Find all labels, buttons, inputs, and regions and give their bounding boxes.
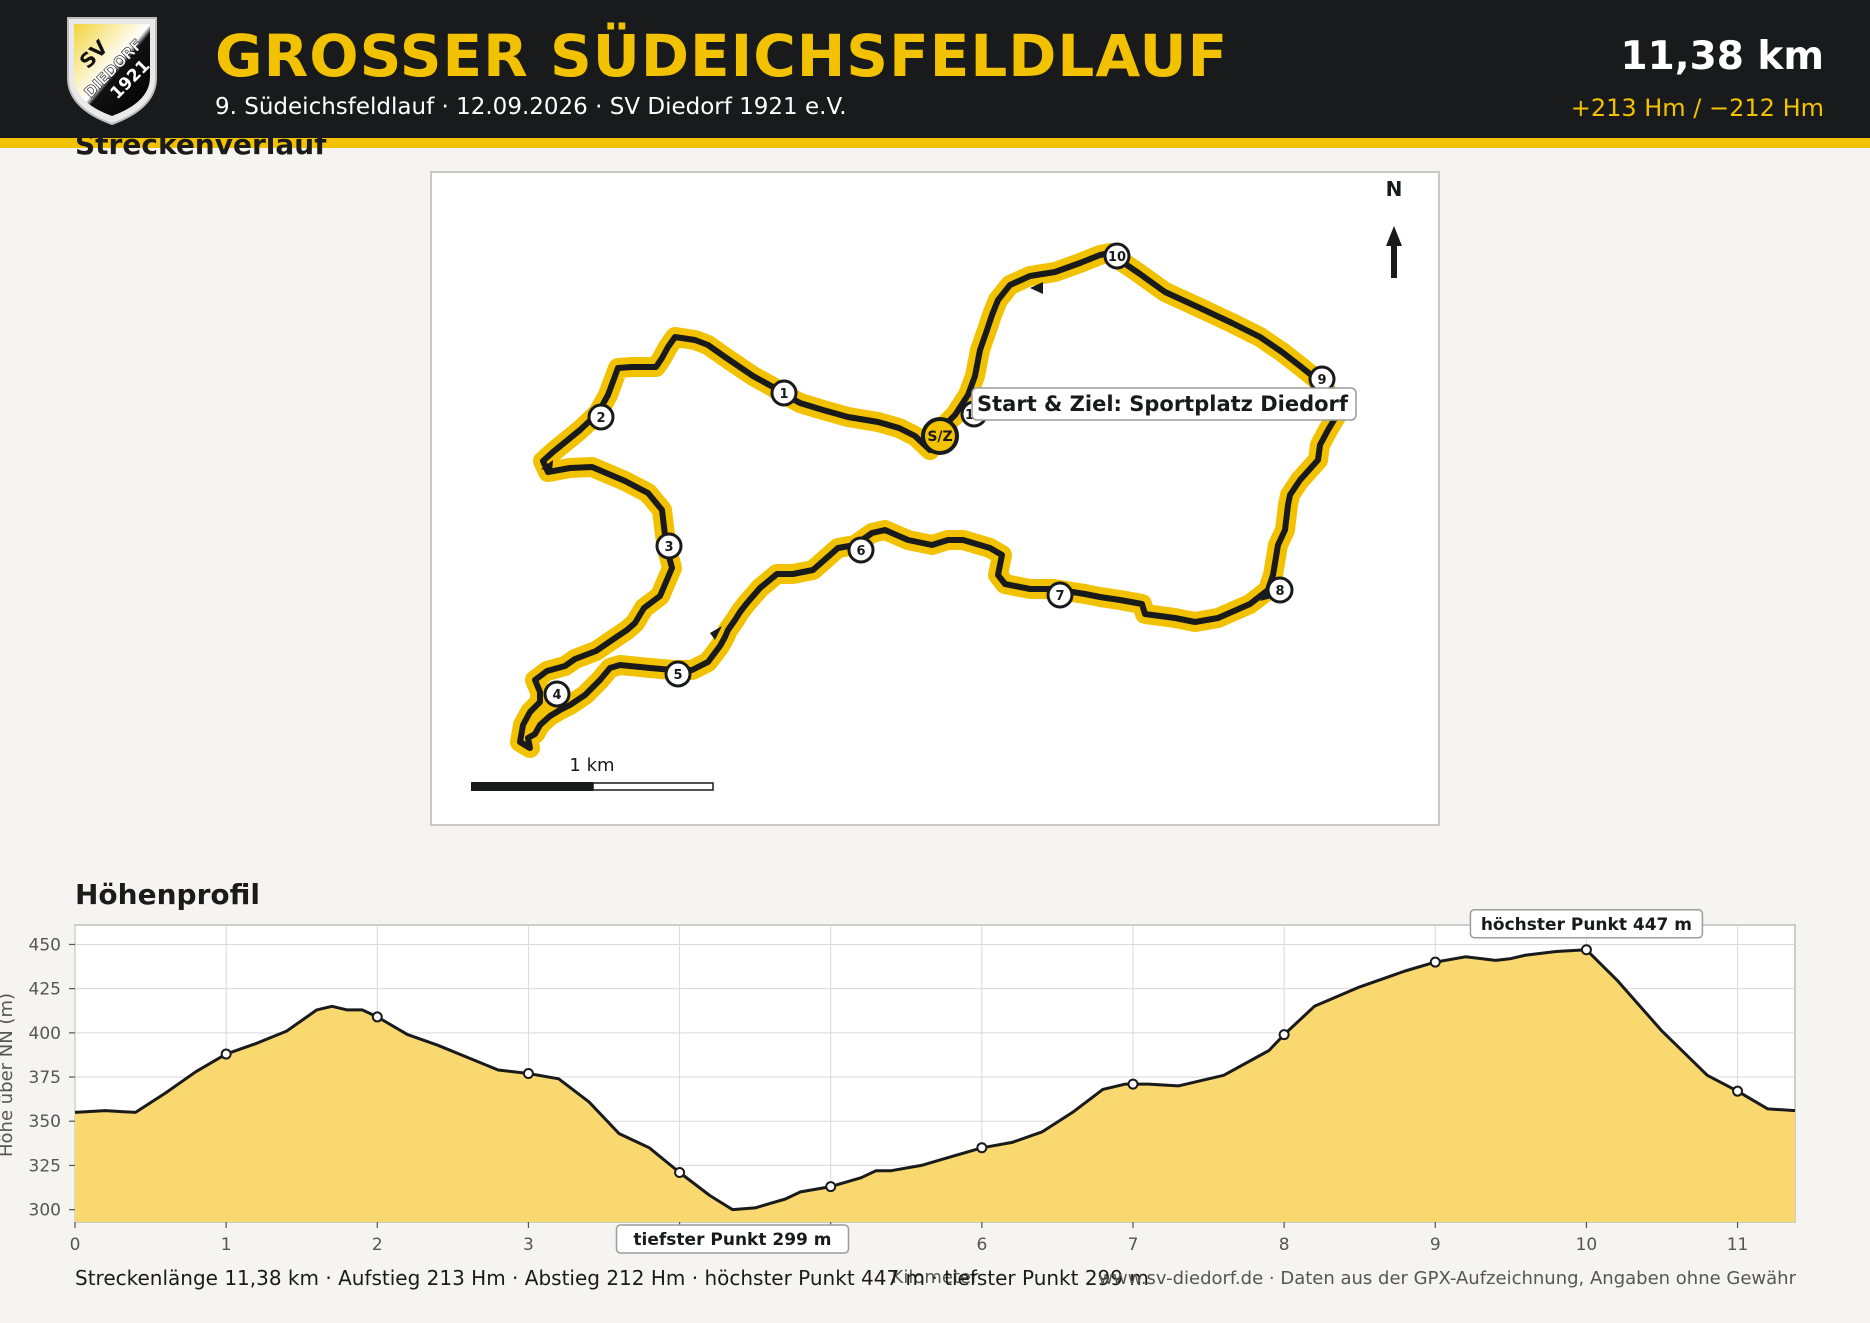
north-arrow-icon: [1386, 226, 1402, 246]
north-label: N: [1386, 177, 1403, 201]
start-marker-label: S/Z: [927, 429, 952, 445]
km-marker-points: [220, 944, 1744, 1193]
km-point: [1278, 1029, 1290, 1041]
scale-bar: 1 km: [471, 755, 714, 791]
x-tick-label: 10: [1576, 1235, 1598, 1255]
km-marker-9: 9: [1308, 365, 1336, 393]
header-bar: SV DIEDORF 1921 GROSSER SÜDEICHSFELDLAUF…: [0, 0, 1870, 138]
km-marker-label: 7: [1055, 589, 1064, 604]
y-tick-label: 450: [29, 935, 61, 955]
map-panel: [430, 171, 1440, 826]
km-marker-label: 10: [1108, 250, 1126, 265]
elevation-summary: +213 Hm / −212 Hm: [1570, 94, 1824, 122]
y-tick-label: 425: [29, 980, 61, 1000]
km-marker-6: 6: [847, 536, 875, 564]
km-marker-label: 5: [673, 668, 682, 683]
x-axis-label: Kilometer: [892, 1267, 980, 1288]
x-tick-label: 3: [523, 1235, 534, 1255]
page-title: GROSSER SÜDEICHSFELDLAUF: [215, 22, 1229, 90]
km-marker-5: 5: [664, 660, 692, 688]
direction-arrow: [1260, 592, 1272, 601]
header-accent-stripe: [0, 138, 1870, 148]
annotation-label: tiefster Punkt 299 m: [633, 1230, 831, 1250]
km-marker-4: 4: [543, 680, 571, 708]
elevation-area: [75, 949, 1795, 1222]
direction-arrow: [1030, 282, 1043, 294]
km-marker-2: 2: [587, 403, 615, 431]
distance-value: 11,38 km: [1620, 34, 1824, 79]
x-tick-label: 9: [1430, 1235, 1441, 1255]
highest-point-annotation: höchster Punkt 447 m: [1469, 909, 1704, 939]
direction-arrow: [710, 626, 722, 640]
km-marker-label: 1: [779, 387, 788, 402]
lowest-point-annotation: tiefster Punkt 299 m: [615, 1224, 850, 1254]
scale-bar-label: 1 km: [569, 755, 614, 776]
km-point: [220, 1048, 232, 1060]
km-marker-label: 2: [596, 411, 605, 426]
km-marker-1: 1: [770, 379, 798, 407]
club-logo: SV DIEDORF 1921: [67, 17, 157, 126]
y-tick-label: 400: [29, 1024, 61, 1044]
km-marker-3: 3: [655, 532, 683, 560]
km-point: [1580, 944, 1592, 956]
km-point: [674, 1167, 686, 1178]
x-tick-label: 11: [1727, 1235, 1749, 1255]
km-marker-label: 8: [1275, 584, 1284, 599]
footer-stats: Streckenlänge 11,38 km · Aufstieg 213 Hm…: [75, 1266, 1149, 1290]
x-axis-ticks: 01234567891011: [70, 1222, 1749, 1255]
km-marker-7: 7: [1046, 581, 1074, 609]
km-point: [1732, 1085, 1744, 1097]
km-point: [976, 1142, 988, 1154]
y-tick-label: 325: [29, 1156, 61, 1176]
elevation-line: [74, 948, 1796, 1212]
y-tick-label: 375: [29, 1068, 61, 1088]
x-tick-label: 7: [1128, 1235, 1139, 1255]
event-subtitle: 9. Südeichsfeldlauf · 12.09.2026 · SV Di…: [215, 94, 847, 120]
y-axis-ticks: 300 325 350 375 400 425 450: [29, 935, 75, 1221]
km-marker-10: 10: [1103, 242, 1131, 270]
x-tick-label: 2: [372, 1235, 383, 1255]
north-arrow: N: [1386, 177, 1403, 278]
route-map: 1234567891011 S/Z Start & Ziel: Sportpla…: [471, 177, 1403, 791]
km-point: [825, 1181, 837, 1193]
footer-source: www.sv-diedorf.de · Daten aus der GPX-Au…: [1098, 1268, 1796, 1289]
km-marker-label: 3: [664, 540, 673, 555]
start-finish-marker: S/Z: [921, 417, 959, 455]
start-finish-callout: Start & Ziel: Sportplatz Diedorf: [971, 387, 1357, 421]
km-point: [371, 1011, 383, 1023]
annotations: höchster Punkt 447 m tiefster Punkt 299 m: [615, 909, 1704, 1254]
km-marker-label: 9: [1317, 373, 1326, 388]
km-marker-label: 6: [856, 544, 865, 559]
y-tick-label: 300: [29, 1201, 61, 1221]
km-marker-8: 8: [1266, 576, 1294, 604]
annotation-label: höchster Punkt 447 m: [1481, 915, 1692, 935]
km-point: [522, 1068, 534, 1079]
profile-section-title: Höhenprofil: [75, 878, 260, 911]
x-tick-label: 8: [1279, 1235, 1290, 1255]
km-marker-label: 4: [552, 688, 561, 703]
km-point: [1429, 956, 1441, 968]
y-tick-label: 350: [29, 1112, 61, 1132]
x-tick-label: 6: [976, 1235, 987, 1255]
route-line-halo: [510, 243, 1350, 758]
x-tick-label: 0: [70, 1235, 81, 1255]
x-tick-label: 1: [221, 1235, 232, 1255]
direction-arrow: [541, 460, 553, 472]
km-point: [1127, 1078, 1139, 1090]
start-finish-label: Start & Ziel: Sportplatz Diedorf: [977, 392, 1349, 416]
y-axis-label: Höhe über NN (m): [0, 993, 17, 1157]
map-section-title: Streckenverlauf: [75, 128, 327, 161]
